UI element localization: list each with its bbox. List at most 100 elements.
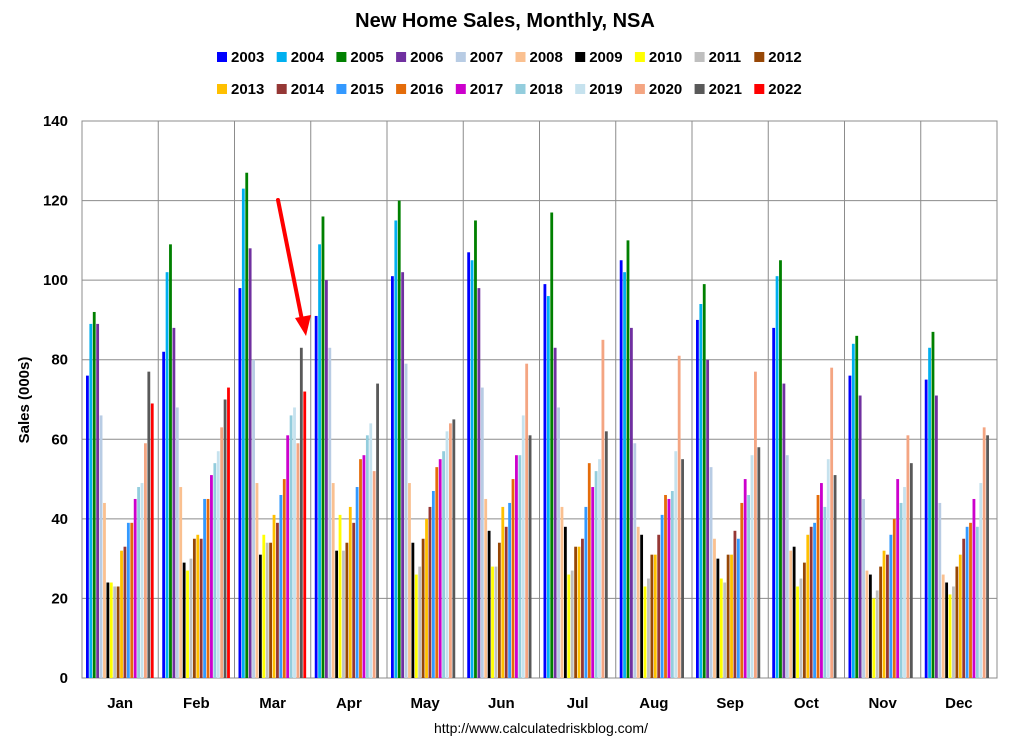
bar-jun-2009 [487,530,491,678]
bar-jan-2015 [126,522,130,678]
legend-label-2011: 2011 [709,49,742,66]
y-axis-title: Sales (000s) [16,357,33,444]
bar-apr-2011 [342,550,345,678]
bar-aug-2004 [623,272,626,678]
legend-label-2003: 2003 [231,49,264,66]
bar-apr-2015 [355,487,359,678]
x-tick-label: Oct [794,695,819,712]
bar-dec-2015 [965,526,969,678]
y-tick-label: 40 [51,511,68,528]
chart-title: New Home Sales, Monthly, NSA [355,10,655,32]
bar-dec-2021 [986,435,989,678]
y-tick-label: 20 [51,590,68,607]
bar-aug-2005 [626,240,630,678]
bar-jan-2003 [86,375,89,678]
bar-jun-2019 [521,415,525,678]
legend-swatch-2006 [396,52,407,62]
bar-dec-2006 [934,395,938,678]
bar-oct-2008 [789,550,793,678]
bar-aug-2006 [629,327,633,678]
bar-jul-2004 [546,296,550,678]
bar-jul-2014 [581,538,584,678]
y-tick-label: 100 [43,272,68,289]
bar-mar-2017 [286,435,290,678]
legend-swatch-2015 [336,84,347,94]
legend-label-2012: 2012 [768,49,801,66]
bar-apr-2009 [335,550,339,678]
y-tick-label: 60 [51,431,68,448]
bar-mar-2004 [241,188,245,678]
bar-feb-2005 [169,244,172,679]
bar-jul-2021 [604,431,608,678]
bar-nov-2014 [886,554,889,678]
bar-dec-2014 [962,538,966,678]
bar-feb-2018 [213,463,217,678]
legend-swatch-2011 [694,52,705,62]
bar-jul-2005 [550,212,554,678]
bar-jan-2011 [113,586,117,678]
bar-dec-2008 [941,574,945,678]
bar-mar-2006 [248,248,252,679]
bar-sep-2014 [733,530,737,678]
bar-feb-2012 [192,538,196,678]
bar-mar-2021 [299,347,303,678]
bar-apr-2007 [328,347,332,678]
bar-may-2019 [445,431,449,678]
bar-feb-2007 [175,407,179,678]
bar-oct-2015 [813,522,817,678]
bar-sep-2008 [713,538,716,678]
bar-apr-2004 [318,244,321,679]
bar-jun-2003 [467,252,471,679]
bar-may-2010 [414,574,418,678]
bar-jul-2018 [594,471,598,678]
bar-jan-2007 [99,415,103,678]
bar-apr-2021 [376,383,379,678]
bar-aug-2009 [640,534,644,678]
bar-mar-2011 [265,542,269,678]
bar-jul-2011 [570,570,574,678]
bar-mar-2005 [245,172,249,678]
legend-swatch-2020 [634,84,645,94]
bar-oct-2007 [785,455,789,678]
bar-nov-2020 [906,435,910,678]
y-tick-label: 0 [60,670,68,687]
bar-apr-2006 [324,280,328,678]
bar-dec-2019 [979,483,983,678]
legend-label-2008: 2008 [530,49,563,66]
bar-nov-2013 [882,550,886,678]
bar-apr-2018 [365,435,369,678]
legend-swatch-2014 [276,84,287,94]
bar-mar-2016 [282,479,286,678]
bar-may-2012 [421,538,425,678]
bar-oct-2013 [806,534,810,678]
bar-may-2008 [408,483,411,678]
bar-mar-2003 [238,288,242,678]
bar-oct-2016 [816,494,820,678]
bar-sep-2017 [743,479,747,678]
bar-feb-2006 [172,327,176,678]
bar-feb-2014 [199,538,203,678]
legend-swatch-2016 [396,84,407,94]
bar-feb-2016 [206,498,210,678]
bar-jan-2005 [92,311,96,678]
bar-apr-2008 [331,483,335,678]
bar-dec-2016 [969,522,972,678]
x-tick-label: Apr [336,695,362,712]
y-tick-label: 80 [51,352,68,369]
bar-mar-2019 [293,407,296,678]
bar-apr-2003 [314,315,318,678]
bar-sep-2015 [736,538,740,678]
bar-feb-2015 [203,498,207,678]
bar-aug-2019 [674,451,678,678]
bar-aug-2021 [681,459,684,678]
bar-jul-2013 [577,546,581,678]
bar-jun-2014 [504,526,508,678]
bar-nov-2017 [896,479,900,678]
bar-oct-2006 [782,383,786,678]
bar-nov-2005 [855,335,859,678]
bar-jun-2008 [484,498,488,678]
bar-feb-2009 [182,562,186,678]
bar-mar-2012 [269,542,273,678]
bar-sep-2013 [730,554,733,678]
bar-oct-2003 [772,327,776,678]
